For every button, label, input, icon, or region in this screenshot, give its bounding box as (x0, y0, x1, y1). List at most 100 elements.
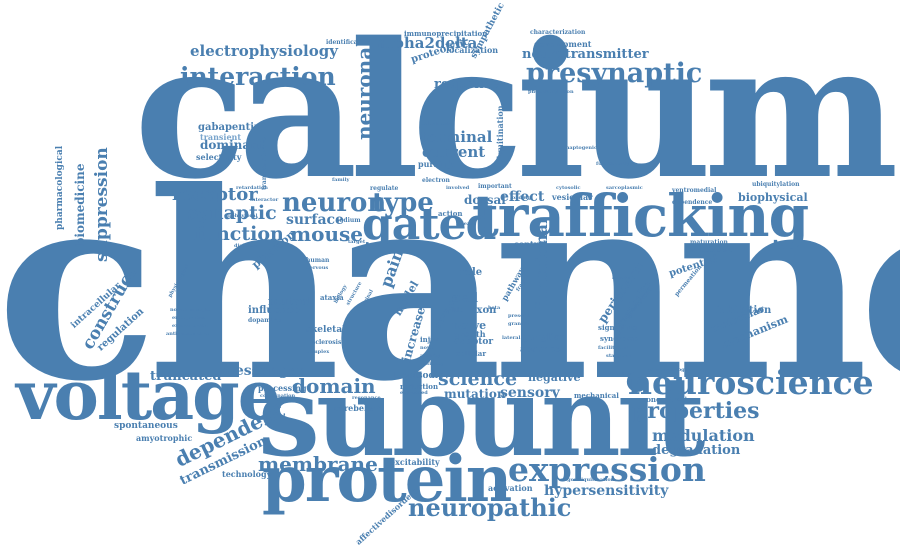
word-localization: localization (446, 45, 499, 55)
word-involved: involved (446, 185, 470, 191)
word-experimental: experimental (172, 323, 209, 329)
word-transmembrane: transmembrane (261, 136, 268, 191)
word-truncated: truncated (150, 369, 222, 384)
word-selectivity: selectivity (196, 152, 242, 162)
word-influence: influence (248, 305, 300, 316)
word-role: role (460, 267, 483, 278)
word-release: release (456, 221, 477, 227)
word-expression: expression (508, 450, 706, 489)
word-neuropathic: neuropathic (408, 493, 572, 522)
word-kinase: kinase (612, 275, 631, 281)
word-psychiatry-small: functionally (596, 161, 630, 167)
word-amyotrophic: amyotrophic (136, 433, 193, 443)
word-spontaneous: spontaneous (114, 421, 178, 431)
word-terminal: terminal (420, 128, 493, 146)
word-target: target (348, 239, 366, 245)
word-present: present (508, 313, 530, 319)
word-action: action (438, 209, 463, 218)
word-mouse: mouse (290, 222, 364, 246)
word-functional: functional (532, 217, 551, 310)
word-mutant: mutant (268, 295, 313, 308)
word-neuroscience: neuroscience (628, 363, 874, 402)
word-development: development (534, 39, 592, 49)
word-dependence: dependence (672, 199, 713, 206)
word-loading: loading (510, 195, 532, 201)
word-excitability: excitability (390, 457, 440, 467)
word-endogenous: endogenous (172, 315, 206, 321)
word-science: science (438, 368, 518, 390)
word-control: control (514, 239, 547, 249)
word-skeletal: skeletal (306, 325, 346, 335)
word-processing: processing (258, 383, 307, 393)
word-nervous: nervous (306, 265, 329, 271)
word-ganglion: ganglion (522, 333, 567, 343)
word-signalling: signalling (598, 323, 638, 332)
word-negative: negative (528, 371, 581, 384)
word-electrophysiology: electrophysiology (190, 42, 338, 60)
word-current: current (422, 143, 486, 161)
word-effect: effect (500, 189, 545, 205)
word-behavioral: behavioral (228, 213, 258, 219)
word-technology: technology (222, 469, 272, 479)
word-diabetes: diabetes (234, 243, 258, 249)
word-characterization: characterization (530, 29, 586, 36)
word-gabapentin: gabapentin (198, 122, 262, 133)
word-sodium: sodium (336, 217, 361, 224)
word-nerve: nerve (452, 319, 487, 332)
word-psychiatric: psychiatric (600, 371, 631, 377)
word-noradrenergic: noradrenergic (170, 307, 211, 313)
word-dorsal: dorsal (464, 193, 506, 207)
word-cytosolic: cytosolic (556, 185, 581, 191)
word-neuronal: neuronal (352, 39, 376, 140)
word-receptor: receptor (172, 184, 258, 205)
word-alpha2delta: alpha2delta (378, 34, 478, 52)
word-electron: electron (422, 177, 450, 184)
word-mechanical: mechanical (574, 391, 619, 400)
word-function: function (194, 223, 284, 245)
word-absence: absence (520, 345, 561, 355)
word-degradation: degradation (652, 443, 741, 458)
word-interactor: interactor (250, 197, 279, 203)
word-gated: gated (362, 199, 496, 250)
word-beta: beta (488, 305, 501, 311)
word-calorimetry: calorimetry (422, 121, 455, 127)
word-syndrome: syndrome (600, 334, 639, 343)
word-resonance: resonance (352, 395, 381, 401)
word-suppression: suppression (92, 147, 112, 262)
word-ubiquitination: ubiquitination (495, 105, 505, 170)
word-cell: cell (452, 291, 479, 306)
word-neurotransmitter: neurotransmitter (522, 47, 649, 62)
word-identification: identification (326, 39, 372, 46)
word-transient: transient (200, 132, 242, 142)
word-inhibition: inhibition (716, 305, 772, 316)
word-axon: axon (470, 305, 497, 316)
word-sclerosis: sclerosis (312, 339, 342, 346)
word-adaptor: adaptor (454, 337, 494, 347)
word-voltage: voltage (16, 356, 281, 436)
word-ubiquitylation: ubiquitylation (752, 181, 800, 188)
word-reduction: reduction (400, 382, 439, 391)
word-sensory: sensory (500, 385, 560, 401)
word-activation: activation (488, 483, 533, 493)
word-synaptogenic: synaptogenic (560, 145, 597, 151)
word-subunit: subunit (258, 352, 705, 481)
word-calcium: calcium (134, 1, 899, 220)
word-ventromedial: ventromedial (672, 187, 717, 194)
word-activity: activity (420, 353, 441, 359)
word-modulation: modulation (652, 426, 755, 445)
word-biomedicine: biomedicine (73, 163, 87, 246)
word-surface: surface (286, 212, 344, 228)
word-pharmacological: pharmacological (55, 145, 65, 230)
word-hypersensitivity: hypersensitivity (544, 483, 669, 499)
word-induced: induced (372, 169, 395, 175)
word-cellular: cellular (456, 349, 487, 358)
word-life: life (452, 307, 463, 314)
word-properties: properties (632, 398, 760, 424)
word-domain: domain (292, 374, 376, 398)
word-messenger: messenger (220, 363, 305, 379)
word-sarcoplasmic: sarcoplasmic (606, 185, 643, 191)
word-lateral: lateral (502, 335, 521, 341)
word-interaction: interaction (180, 62, 336, 91)
word-membrane: membrane (258, 452, 378, 476)
